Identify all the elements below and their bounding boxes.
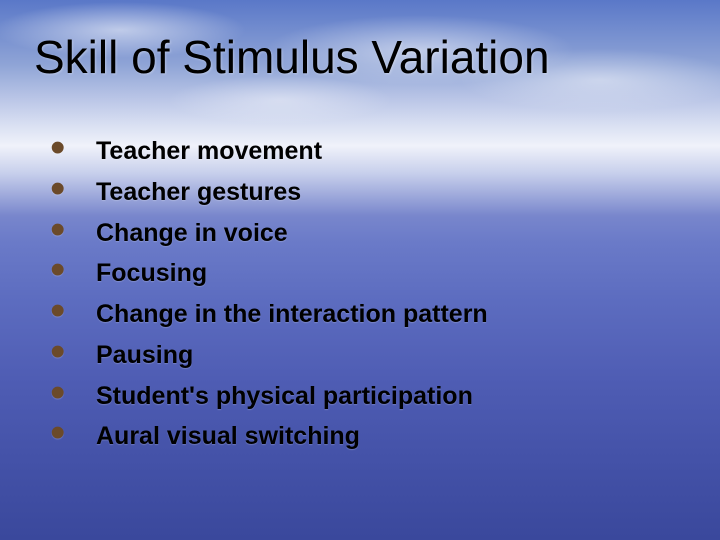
list-item: Aural visual switching (50, 417, 720, 456)
list-item: Change in the interaction pattern (50, 295, 720, 334)
list-item: Teacher gestures (50, 173, 720, 212)
list-item: Pausing (50, 336, 720, 375)
bullet-list: Teacher movement Teacher gestures Change… (0, 132, 720, 456)
list-item: Change in voice (50, 214, 720, 253)
list-item: Student's physical participation (50, 377, 720, 416)
slide-title: Skill of Stimulus Variation (0, 30, 720, 84)
slide-container: Skill of Stimulus Variation Teacher move… (0, 0, 720, 540)
list-item: Teacher movement (50, 132, 720, 171)
list-item: Focusing (50, 254, 720, 293)
